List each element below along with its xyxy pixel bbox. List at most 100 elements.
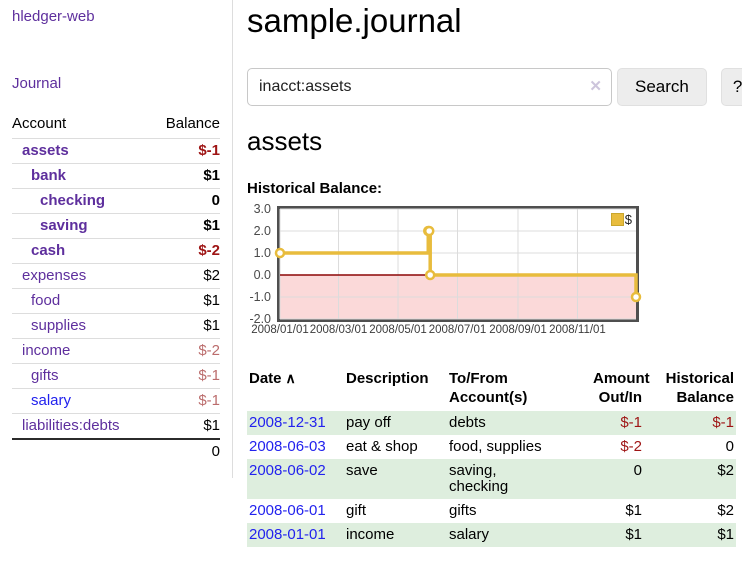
accounts-table: Account Balance assets $-1 bank $1 checking 0… (12, 113, 220, 464)
data-point-marker (424, 269, 436, 281)
accounts-header-row: Account Balance (12, 113, 220, 139)
accounts-header-balance: Balance (165, 115, 220, 132)
account-row: liabilities:debts $1 (12, 413, 220, 440)
register-amount-cell: 0 (633, 462, 642, 479)
register-description-cell: save (346, 462, 378, 479)
clear-search-icon[interactable]: ✕ (589, 78, 602, 95)
register-date-cell: 2008-01-01 (247, 523, 344, 547)
accounts-total-row: 0 (12, 438, 220, 464)
account-row: bank $1 (12, 163, 220, 189)
transaction-date-link[interactable]: 2008-01-01 (249, 526, 326, 543)
account-link[interactable]: bank (31, 167, 67, 184)
search-input[interactable] (247, 68, 612, 106)
account-name-cell: cash (12, 239, 150, 264)
account-name-cell: assets (12, 139, 150, 164)
register-header-accounts: To/From Account(s) (449, 370, 528, 406)
account-balance-cell: $1 (203, 417, 220, 434)
chart-x-axis: 2008/01/01 2008/03/01 2008/05/01 2008/07/01… (247, 324, 742, 339)
x-tick-label: 2008/09/01 (489, 324, 547, 336)
account-link[interactable]: cash (31, 242, 66, 259)
search-button[interactable]: Search (617, 68, 707, 106)
transaction-date-link[interactable]: 2008-06-03 (249, 438, 326, 455)
y-tick-label: -2.0 (249, 312, 271, 326)
x-tick-label: 2008/05/01 (369, 324, 427, 336)
y-tick-label: 2.0 (253, 224, 271, 238)
account-row: supplies $1 (12, 313, 220, 339)
account-balance-cell: 0 (211, 192, 220, 209)
account-link[interactable]: saving (40, 217, 88, 234)
account-row: cash $-2 (12, 238, 220, 264)
transaction-date-link[interactable]: 2008-06-01 (249, 502, 326, 519)
account-balance-cell: $1 (203, 217, 220, 234)
register-accounts-cell: salary (449, 526, 490, 543)
main-content: sample.journal ✕ Search ? assets Histori… (233, 0, 742, 547)
register-amount-cell: $-1 (620, 414, 642, 431)
account-name-cell: saving (12, 214, 150, 239)
register-row: 2008-06-03 eat & shop food, supplies $-2 0 (247, 435, 736, 459)
register-balance-cell: $2 (717, 462, 734, 479)
accounts-total-value: 0 (150, 438, 220, 464)
register-date-cell: 2008-06-01 (247, 499, 344, 523)
search-box: ✕ (247, 68, 612, 106)
x-tick-label: 2008/11/01 (549, 324, 606, 336)
sidebar: hledger-web Journal Account Balance asse… (0, 0, 233, 478)
account-link[interactable]: food (31, 292, 61, 309)
register-header-date[interactable]: Date ∧ (249, 370, 296, 387)
register-balance-cell: $1 (717, 526, 734, 543)
register-amount-cell: $1 (625, 502, 642, 519)
account-balance-cell: $2 (203, 267, 220, 284)
account-name-cell: expenses (12, 264, 150, 289)
x-tick-label: 2008/07/01 (428, 324, 487, 336)
account-name-cell: salary (12, 389, 150, 414)
help-button[interactable]: ? (720, 68, 742, 106)
register-description-cell: gift (346, 502, 367, 519)
account-link[interactable]: supplies (31, 317, 87, 334)
account-link[interactable]: income (22, 342, 71, 359)
register-row: 2008-06-02 save saving, checking 0 $2 (247, 459, 736, 499)
app-title-link[interactable]: hledger-web (12, 8, 95, 25)
balance-chart: 3.0 2.0 1.0 0.0 -1.0 -2.0 $ (247, 202, 742, 326)
account-balance-cell: $-1 (198, 367, 220, 384)
register-date-cell: 2008-06-03 (247, 435, 344, 459)
register-balance-cell: 0 (725, 438, 734, 455)
accounts-header-account: Account (12, 115, 67, 132)
account-link[interactable]: gifts (31, 367, 59, 384)
register-description-cell: pay off (346, 414, 391, 431)
account-link[interactable]: checking (40, 192, 106, 209)
account-row: assets $-1 (12, 138, 220, 164)
account-row: saving $1 (12, 213, 220, 239)
register-header-balance: Historical Balance (665, 370, 734, 406)
account-balance-cell: $1 (203, 292, 220, 309)
account-balance-cell: $1 (203, 167, 220, 184)
transaction-date-link[interactable]: 2008-12-31 (249, 414, 326, 431)
register-row: 2008-01-01 income salary $1 $1 (247, 523, 736, 547)
account-name-cell: food (12, 289, 150, 314)
account-name-cell: liabilities:debts (12, 414, 150, 440)
register-header-row: Date ∧ Description To/From Account(s) Amo… (247, 365, 736, 411)
data-point-marker (423, 225, 435, 237)
register-date-cell: 2008-06-02 (247, 459, 344, 499)
nav-journal-link[interactable]: Journal (12, 75, 62, 92)
register-accounts-cell: gifts (449, 502, 477, 519)
account-name-cell: checking (12, 189, 150, 214)
register-header-description: Description (346, 370, 429, 387)
register-row: 2008-12-31 pay off debts $-1 $-1 (247, 411, 736, 435)
data-point-marker (630, 291, 642, 303)
transaction-date-link[interactable]: 2008-06-02 (249, 462, 326, 479)
account-link[interactable]: assets (22, 142, 69, 159)
search-form: ✕ Search ? (247, 68, 742, 106)
account-row: salary $-1 (12, 388, 220, 414)
register-header-amount: Amount Out/In (593, 370, 650, 406)
register-row: 2008-06-01 gift gifts $1 $2 (247, 499, 736, 523)
register-table: Date ∧ Description To/From Account(s) Amo… (247, 365, 736, 547)
account-link[interactable]: salary (31, 392, 72, 409)
register-accounts-cell: debts (449, 414, 486, 431)
chart-plot-area[interactable]: $ (274, 206, 642, 322)
chart-title: Historical Balance: (247, 180, 383, 197)
account-link[interactable]: expenses (22, 267, 87, 284)
account-link[interactable]: liabilities:debts (22, 417, 120, 434)
account-title: assets (247, 126, 323, 156)
register-description-cell: income (346, 526, 395, 543)
legend-label: $ (624, 212, 632, 227)
account-row: food $1 (12, 288, 220, 314)
